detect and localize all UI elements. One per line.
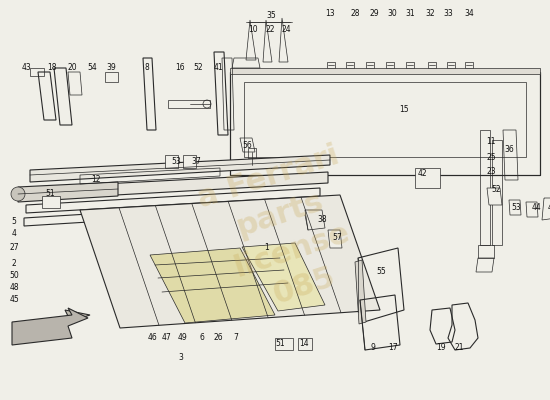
- Text: 54: 54: [87, 62, 97, 72]
- Text: 46: 46: [147, 332, 157, 342]
- Text: 51: 51: [45, 188, 55, 198]
- Polygon shape: [242, 243, 325, 311]
- Text: 17: 17: [388, 344, 398, 352]
- Text: 57: 57: [332, 232, 342, 242]
- Text: 52: 52: [193, 64, 203, 72]
- Text: 48: 48: [9, 284, 19, 292]
- Polygon shape: [30, 155, 330, 182]
- Text: 15: 15: [399, 106, 409, 114]
- Text: 18: 18: [47, 62, 57, 72]
- Polygon shape: [28, 172, 328, 200]
- Text: 47: 47: [162, 332, 172, 342]
- Text: 22: 22: [265, 26, 275, 34]
- Polygon shape: [406, 62, 414, 68]
- Text: 41: 41: [213, 62, 223, 72]
- Text: 11: 11: [486, 138, 496, 146]
- Polygon shape: [165, 155, 178, 168]
- Text: 49: 49: [178, 332, 188, 342]
- Polygon shape: [328, 230, 342, 248]
- Text: 16: 16: [175, 64, 185, 72]
- Text: 6: 6: [200, 332, 205, 342]
- Polygon shape: [275, 338, 293, 350]
- Text: 33: 33: [443, 10, 453, 18]
- Bar: [230, 72, 540, 175]
- Text: 35: 35: [266, 12, 276, 20]
- Polygon shape: [80, 195, 380, 328]
- Polygon shape: [366, 62, 374, 68]
- Text: 8: 8: [145, 62, 150, 72]
- Polygon shape: [447, 62, 455, 68]
- Text: 2: 2: [12, 260, 16, 268]
- Bar: [244, 82, 526, 157]
- Polygon shape: [346, 62, 354, 68]
- Text: 29: 29: [369, 10, 379, 18]
- Text: 21: 21: [454, 344, 464, 352]
- Text: 42: 42: [417, 170, 427, 178]
- Polygon shape: [386, 62, 394, 68]
- Text: 36: 36: [504, 146, 514, 154]
- Text: 4: 4: [12, 230, 16, 238]
- Text: 50: 50: [9, 272, 19, 280]
- Text: 53: 53: [171, 158, 181, 166]
- Polygon shape: [355, 260, 366, 324]
- Text: 20: 20: [67, 62, 77, 72]
- Text: 37: 37: [191, 158, 201, 166]
- Polygon shape: [509, 200, 521, 215]
- Text: 25: 25: [486, 152, 496, 162]
- Polygon shape: [487, 188, 502, 205]
- Text: 7: 7: [234, 332, 239, 342]
- Text: 26: 26: [213, 332, 223, 342]
- Text: 44: 44: [531, 202, 541, 212]
- Circle shape: [11, 187, 25, 201]
- Text: 52: 52: [491, 186, 501, 194]
- Text: 39: 39: [106, 62, 116, 72]
- Text: 53: 53: [511, 202, 521, 212]
- Polygon shape: [18, 182, 118, 202]
- Polygon shape: [327, 62, 335, 68]
- Polygon shape: [42, 196, 60, 208]
- Text: 10: 10: [248, 26, 258, 34]
- Text: 31: 31: [405, 10, 415, 18]
- Text: 1: 1: [265, 244, 270, 252]
- Text: 24: 24: [281, 26, 291, 34]
- Polygon shape: [150, 248, 275, 323]
- Text: 13: 13: [325, 10, 335, 18]
- Polygon shape: [415, 168, 440, 188]
- Polygon shape: [428, 62, 436, 68]
- Text: 34: 34: [464, 10, 474, 18]
- Polygon shape: [16, 310, 90, 342]
- Polygon shape: [526, 202, 538, 217]
- Text: 45: 45: [9, 296, 19, 304]
- Text: 27: 27: [9, 242, 19, 252]
- Text: 40: 40: [548, 202, 550, 212]
- Text: 28: 28: [350, 10, 360, 18]
- Polygon shape: [298, 338, 312, 350]
- Polygon shape: [12, 308, 88, 345]
- Text: 23: 23: [486, 168, 496, 176]
- Text: a Ferrari
parts
license
085: a Ferrari parts license 085: [194, 141, 378, 323]
- Text: 55: 55: [376, 268, 386, 276]
- Polygon shape: [230, 68, 540, 74]
- Text: 56: 56: [242, 140, 252, 150]
- Polygon shape: [465, 62, 473, 68]
- Text: 9: 9: [371, 344, 376, 352]
- Text: 51: 51: [275, 340, 285, 348]
- Text: 5: 5: [12, 218, 16, 226]
- Text: 30: 30: [387, 10, 397, 18]
- Text: 12: 12: [91, 176, 101, 184]
- Polygon shape: [230, 72, 540, 175]
- Polygon shape: [183, 155, 196, 168]
- Text: 14: 14: [299, 340, 309, 348]
- Text: 43: 43: [21, 62, 31, 72]
- Text: 32: 32: [425, 10, 435, 18]
- Text: 38: 38: [317, 216, 327, 224]
- Text: 19: 19: [436, 344, 446, 352]
- Text: 3: 3: [179, 354, 184, 362]
